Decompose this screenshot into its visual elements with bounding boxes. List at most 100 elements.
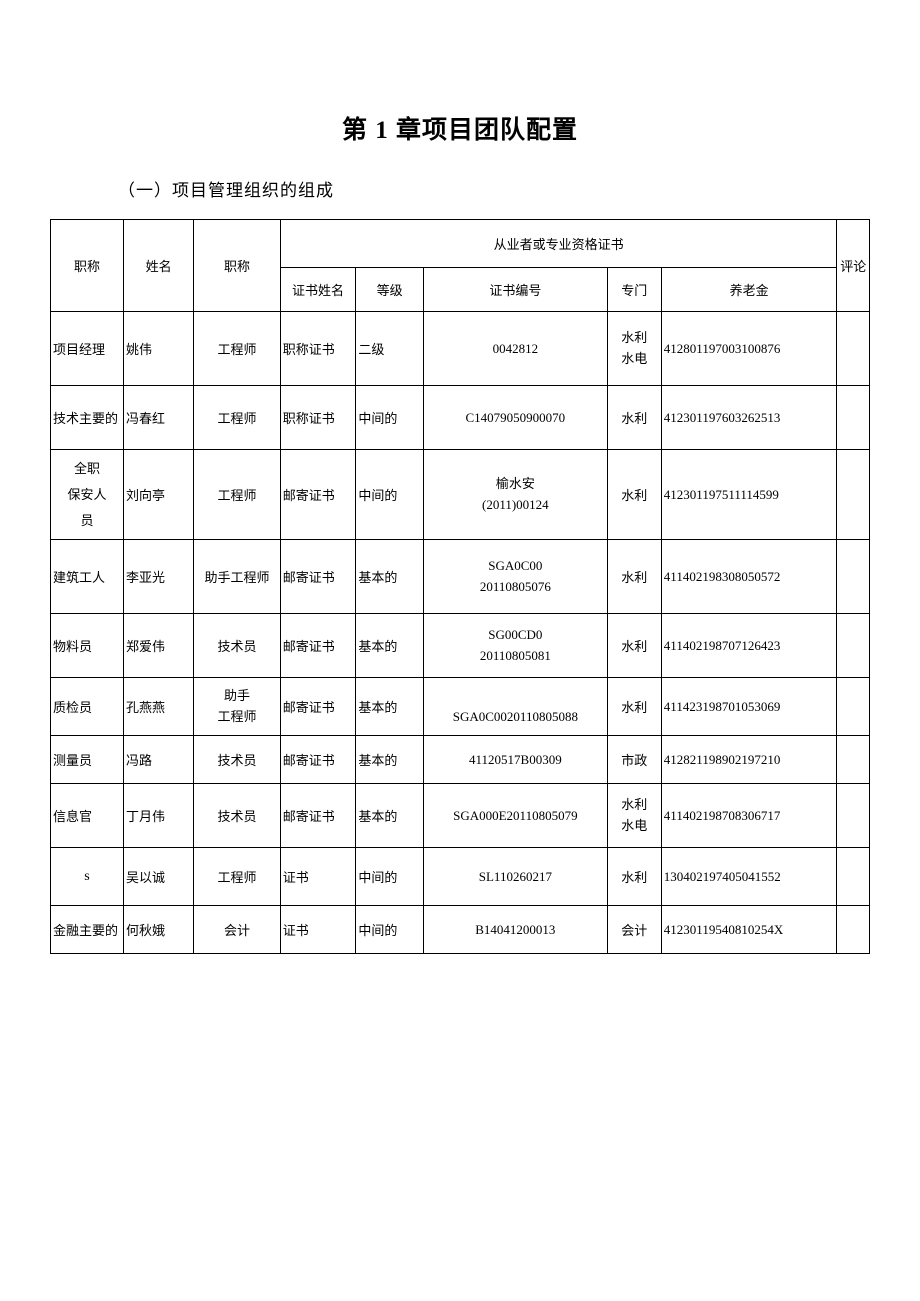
cell-name: 吴以诚 (123, 848, 193, 906)
table-body: 项目经理姚伟工程师职称证书二级0042812水利水电41280119700310… (51, 312, 870, 954)
cell-cert-no: SGA0C0020110805076 (423, 540, 607, 614)
header-comment: 评论 (837, 220, 870, 312)
cell-cert-no: B14041200013 (423, 906, 607, 954)
cell-dept: 水利水电 (607, 784, 661, 848)
cell-cert-name: 证书 (280, 906, 356, 954)
cell-comment (837, 736, 870, 784)
cell-pension: 412301197603262513 (661, 386, 837, 450)
cell-cert-no: C14079050900070 (423, 386, 607, 450)
cell-cert-name: 邮寄证书 (280, 736, 356, 784)
cell-position: 测量员 (51, 736, 124, 784)
cell-cert-name: 职称证书 (280, 312, 356, 386)
cell-name: 丁月伟 (123, 784, 193, 848)
table-row: 测量员冯路技术员邮寄证书基本的41120517B00309市政412821198… (51, 736, 870, 784)
cell-position: 金融主要的 (51, 906, 124, 954)
cell-grade: 基本的 (356, 614, 424, 678)
cell-position: 项目经理 (51, 312, 124, 386)
cell-name: 孔燕燕 (123, 678, 193, 736)
header-grade: 等级 (356, 268, 424, 312)
cell-title: 工程师 (194, 848, 280, 906)
table-header-row-1: 职称 姓名 职称 从业者或专业资格证书 评论 (51, 220, 870, 268)
table-row: 项目经理姚伟工程师职称证书二级0042812水利水电41280119700310… (51, 312, 870, 386)
table-row: 建筑工人李亚光助手工程师邮寄证书基本的SGA0C0020110805076水利4… (51, 540, 870, 614)
cell-grade: 基本的 (356, 678, 424, 736)
cell-title: 助手工程师 (194, 540, 280, 614)
cell-comment (837, 906, 870, 954)
cell-pension: 412801197003100876 (661, 312, 837, 386)
cell-grade: 中间的 (356, 450, 424, 540)
cell-position: 技术主要的 (51, 386, 124, 450)
cell-title: 技术员 (194, 784, 280, 848)
cell-dept: 水利 (607, 540, 661, 614)
cell-dept: 水利 (607, 848, 661, 906)
cell-dept: 水利 (607, 614, 661, 678)
header-position: 职称 (51, 220, 124, 312)
header-cert-name: 证书姓名 (280, 268, 356, 312)
cell-position: 质检员 (51, 678, 124, 736)
cell-cert-no: SGA0C0020110805088 (423, 678, 607, 736)
cell-dept: 水利 (607, 386, 661, 450)
cell-name: 刘向亭 (123, 450, 193, 540)
cell-position: 信息官 (51, 784, 124, 848)
cell-pension: 411402198308050572 (661, 540, 837, 614)
cell-dept: 水利水电 (607, 312, 661, 386)
cell-cert-no: SGA000E20110805079 (423, 784, 607, 848)
cell-comment (837, 540, 870, 614)
chapter-title: 第 1 章项目团队配置 (50, 110, 870, 146)
cell-title: 技术员 (194, 736, 280, 784)
header-title: 职称 (194, 220, 280, 312)
cell-cert-no: 41120517B00309 (423, 736, 607, 784)
cell-cert-no: 榆水安(2011)00124 (423, 450, 607, 540)
cell-title: 技术员 (194, 614, 280, 678)
cell-comment (837, 678, 870, 736)
cell-name: 何秋娥 (123, 906, 193, 954)
cell-dept: 会计 (607, 906, 661, 954)
cell-comment (837, 386, 870, 450)
cell-cert-no: SG00CD020110805081 (423, 614, 607, 678)
header-cert-group: 从业者或专业资格证书 (280, 220, 837, 268)
cell-grade: 二级 (356, 312, 424, 386)
cell-cert-no: 0042812 (423, 312, 607, 386)
cell-cert-name: 职称证书 (280, 386, 356, 450)
cell-pension: 41230119540810254X (661, 906, 837, 954)
cell-pension: 412821198902197210 (661, 736, 837, 784)
cell-pension: 411423198701053069 (661, 678, 837, 736)
cell-position: 建筑工人 (51, 540, 124, 614)
table-row: 金融主要的何秋娥会计证书中间的B14041200013会计41230119540… (51, 906, 870, 954)
cell-position: s (51, 848, 124, 906)
header-cert-no: 证书编号 (423, 268, 607, 312)
table-row: 物料员郑爱伟技术员邮寄证书基本的SG00CD020110805081水利4114… (51, 614, 870, 678)
cell-dept: 水利 (607, 450, 661, 540)
cell-cert-name: 邮寄证书 (280, 784, 356, 848)
cell-position: 全职保安人员 (51, 450, 124, 540)
table-row: s吴以诚工程师证书中间的SL110260217水利130402197405041… (51, 848, 870, 906)
header-pension: 养老金 (661, 268, 837, 312)
table-row: 信息官丁月伟技术员邮寄证书基本的SGA000E20110805079水利水电41… (51, 784, 870, 848)
section-title: （一）项目管理组织的组成 (118, 176, 870, 201)
cell-grade: 中间的 (356, 906, 424, 954)
cell-pension: 412301197511114599 (661, 450, 837, 540)
cell-pension: 411402198707126423 (661, 614, 837, 678)
table-row: 技术主要的冯春红工程师职称证书中间的C14079050900070水利41230… (51, 386, 870, 450)
cell-grade: 基本的 (356, 540, 424, 614)
cell-grade: 基本的 (356, 784, 424, 848)
cell-name: 冯春红 (123, 386, 193, 450)
header-name: 姓名 (123, 220, 193, 312)
cell-cert-name: 邮寄证书 (280, 540, 356, 614)
cell-cert-name: 邮寄证书 (280, 678, 356, 736)
cell-name: 郑爱伟 (123, 614, 193, 678)
cell-title: 工程师 (194, 312, 280, 386)
cell-comment (837, 784, 870, 848)
cell-comment (837, 848, 870, 906)
cell-pension: 130402197405041552 (661, 848, 837, 906)
cell-position: 物料员 (51, 614, 124, 678)
cell-grade: 中间的 (356, 848, 424, 906)
cell-cert-name: 邮寄证书 (280, 450, 356, 540)
cell-comment (837, 312, 870, 386)
table-row: 全职保安人员刘向亭工程师邮寄证书中间的榆水安(2011)00124水利41230… (51, 450, 870, 540)
cell-title: 会计 (194, 906, 280, 954)
cell-name: 李亚光 (123, 540, 193, 614)
cell-title: 工程师 (194, 450, 280, 540)
cell-name: 冯路 (123, 736, 193, 784)
cell-title: 助手工程师 (194, 678, 280, 736)
